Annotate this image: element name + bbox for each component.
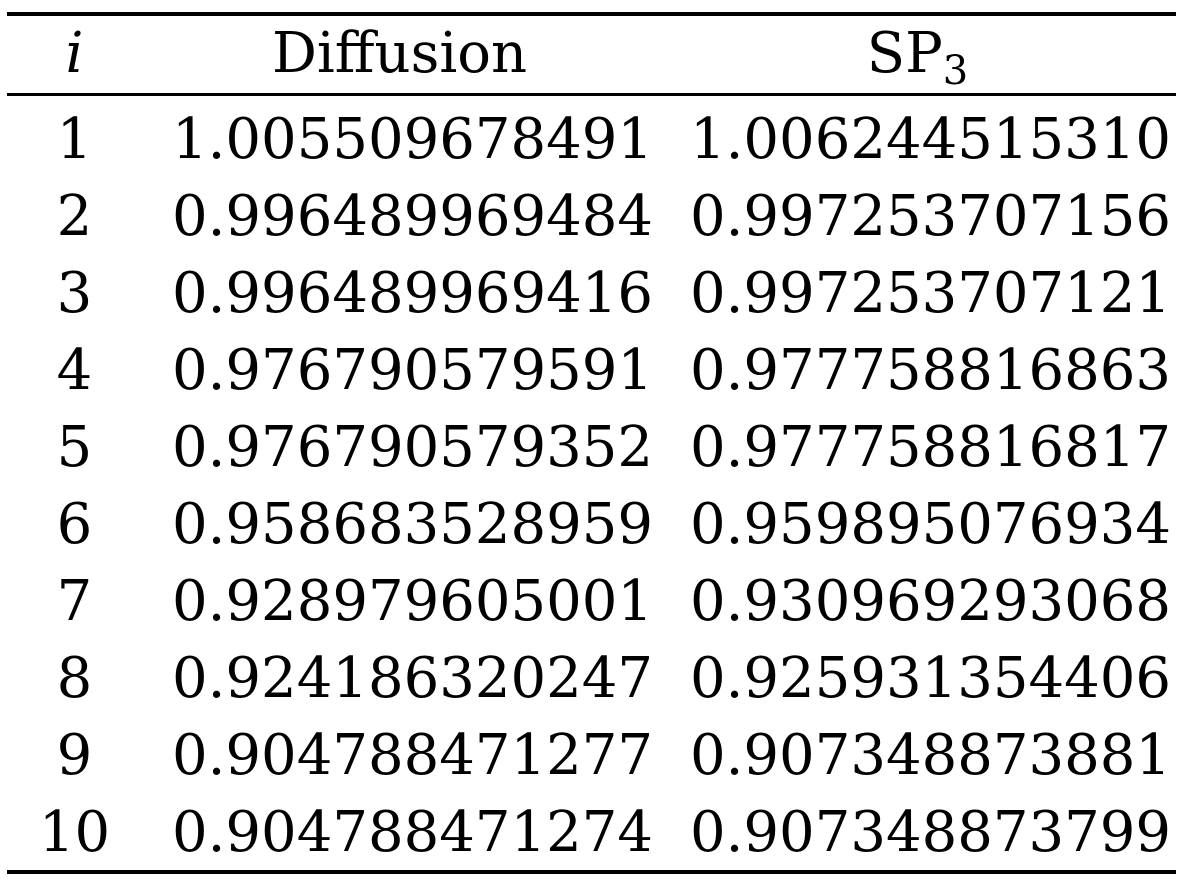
header-sp3-subscript: 3 xyxy=(942,48,969,94)
cell-diffusion: 0.958683528959 xyxy=(172,492,653,557)
results-table: i Diffusion SP3 1 1.005509678491 1.00624… xyxy=(7,12,1176,878)
table-row: 2 0.996489969484 0.997253707156 xyxy=(7,178,1176,255)
cell-sp3: 0.959895076934 xyxy=(690,492,1171,557)
table-row: 10 0.904788471274 0.907348873799 xyxy=(7,794,1176,871)
header-sp3-base: SP xyxy=(866,21,943,86)
header-index: i xyxy=(65,21,84,86)
table-row: 1 1.005509678491 1.006244515310 xyxy=(7,101,1176,178)
header-sp3: SP3 xyxy=(690,15,1145,94)
cell-sp3: 0.977758816817 xyxy=(690,415,1171,480)
cell-index: 2 xyxy=(56,184,93,249)
table-row: 6 0.958683528959 0.959895076934 xyxy=(7,486,1176,563)
cell-diffusion: 0.924186320247 xyxy=(172,646,653,711)
cell-diffusion: 0.976790579591 xyxy=(172,338,653,403)
table-row: 5 0.976790579352 0.977758816817 xyxy=(7,409,1176,486)
bottom-rule xyxy=(7,870,1176,874)
cell-index: 5 xyxy=(56,415,93,480)
table-row: 9 0.904788471277 0.907348873881 xyxy=(7,717,1176,794)
cell-sp3: 1.006244515310 xyxy=(690,107,1171,172)
header-diffusion: Diffusion xyxy=(271,21,528,86)
header-rule xyxy=(7,93,1176,96)
cell-diffusion: 0.904788471277 xyxy=(172,723,653,788)
cell-index: 4 xyxy=(56,338,93,403)
cell-sp3: 0.977758816863 xyxy=(690,338,1171,403)
table-row: 7 0.928979605001 0.930969293068 xyxy=(7,563,1176,640)
cell-index: 6 xyxy=(56,492,93,557)
cell-index: 7 xyxy=(56,569,93,634)
cell-diffusion: 0.928979605001 xyxy=(172,569,653,634)
cell-diffusion: 0.904788471274 xyxy=(172,800,653,865)
cell-diffusion: 0.996489969484 xyxy=(172,184,653,249)
cell-diffusion: 0.976790579352 xyxy=(172,415,653,480)
cell-index: 1 xyxy=(56,107,93,172)
cell-sp3: 0.997253707121 xyxy=(690,261,1171,326)
cell-sp3: 0.925931354406 xyxy=(690,646,1171,711)
table-row: 3 0.996489969416 0.997253707121 xyxy=(7,255,1176,332)
cell-index: 8 xyxy=(56,646,93,711)
cell-diffusion: 0.996489969416 xyxy=(172,261,653,326)
cell-diffusion: 1.005509678491 xyxy=(172,107,653,172)
cell-sp3: 0.997253707156 xyxy=(690,184,1171,249)
cell-index: 3 xyxy=(56,261,93,326)
cell-sp3: 0.907348873881 xyxy=(690,723,1171,788)
header-row: i Diffusion SP3 xyxy=(7,15,1176,94)
table-row: 4 0.976790579591 0.977758816863 xyxy=(7,332,1176,409)
table-row: 8 0.924186320247 0.925931354406 xyxy=(7,640,1176,717)
cell-index: 10 xyxy=(38,800,111,865)
cell-index: 9 xyxy=(56,723,93,788)
cell-sp3: 0.930969293068 xyxy=(690,569,1171,634)
cell-sp3: 0.907348873799 xyxy=(690,800,1171,865)
top-rule xyxy=(7,12,1176,16)
